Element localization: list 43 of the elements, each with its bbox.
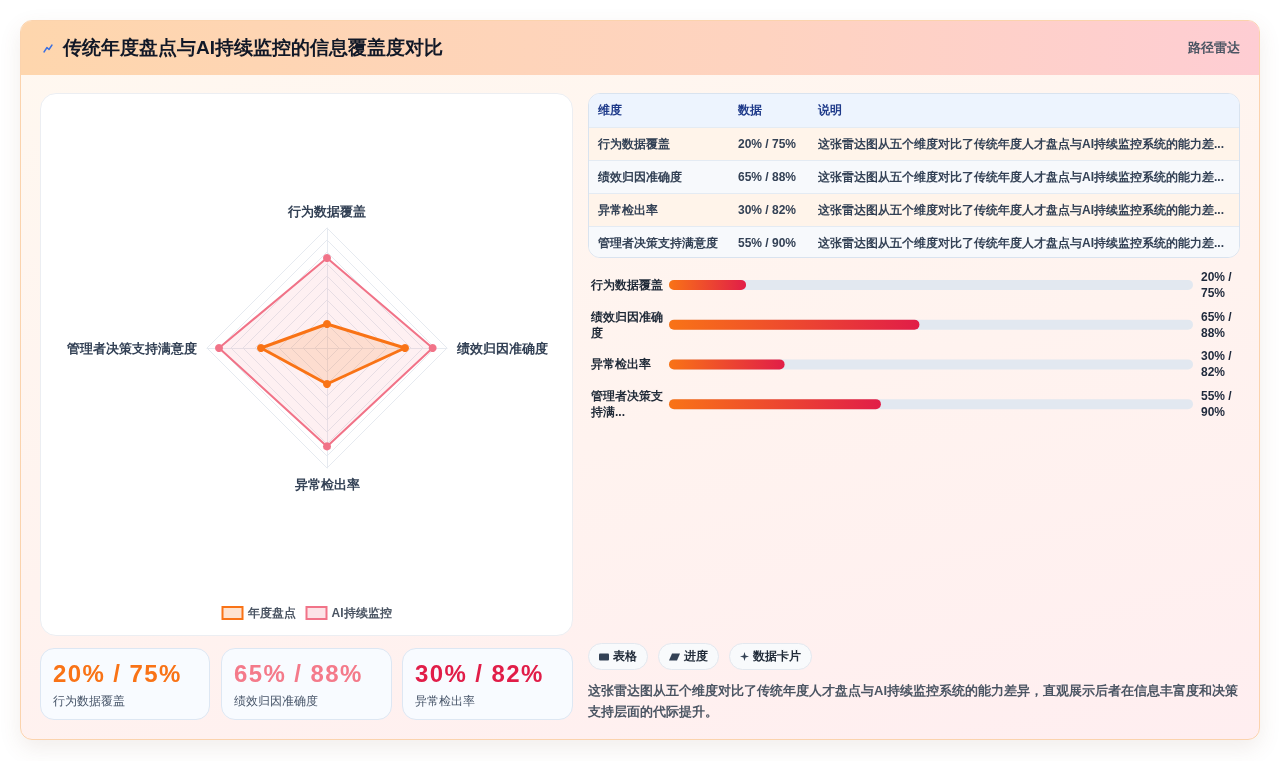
tab-button[interactable]: 表格 [588, 643, 648, 670]
category-label: 数据 [738, 102, 762, 119]
data-label: 55% / 90% [1201, 389, 1236, 420]
text: 65% / 88% [738, 170, 797, 184]
text: 传统年度盘点与AI持续监控的信息覆盖度对比 [63, 36, 443, 60]
category-label: 说明 [818, 102, 842, 119]
data-label: 30% / 82% [1201, 349, 1236, 380]
category-label: 表格 [613, 648, 637, 665]
category-label: 数据卡片 [753, 648, 801, 665]
text: 30% / 82% [738, 203, 797, 217]
text: 这张雷达图从五个维度对比了传统年度人才盘点与AI持续监控系统的能力差... [818, 170, 1225, 184]
text: 这张雷达图从五个维度对比了传统年度人才盘点与AI持续监控系统的能力差异，直观展示后者在信息丰富度和决策支持层面的代际提升。 [588, 682, 1239, 721]
y-tick-label: 管理者决策支持满... [590, 389, 663, 420]
spoke-label: 绩效归因准确度 [456, 340, 548, 356]
text: 路径雷达 [1188, 39, 1240, 57]
text: 30% / 82% [415, 660, 544, 687]
text: 这张雷达图从五个维度对比了传统年度人才盘点与AI持续监控系统的能力差... [818, 236, 1225, 250]
text: 20% / 75% [53, 660, 182, 687]
category-label: 行为数据覆盖 [53, 693, 125, 709]
text: 55% / 90% [738, 236, 797, 250]
data-label: 65% / 88% [1201, 309, 1236, 340]
text: 20% / 75% [738, 137, 797, 151]
bar [669, 359, 785, 370]
y-tick-label: 行为数据覆盖 [590, 277, 663, 292]
text: 这张雷达图从五个维度对比了传统年度人才盘点与AI持续监控系统的能力差... [818, 203, 1225, 217]
legend-label: 年度盘点 [246, 606, 296, 620]
tab-button[interactable]: 数据卡片 [729, 643, 812, 670]
y-tick-label: 绩效归因准确度 [590, 309, 663, 340]
legend-label: AI持续监控 [331, 606, 392, 620]
text: 这张雷达图从五个维度对比了传统年度人才盘点与AI持续监控系统的能力差... [818, 137, 1225, 151]
bar [669, 279, 747, 290]
category-label: 进度 [684, 648, 708, 665]
category-label: 异常检出率 [415, 693, 475, 709]
text: 65% / 88% [234, 660, 363, 687]
y-tick-label: 异常检出率 [590, 357, 651, 372]
spoke-label: 异常检出率 [293, 477, 360, 492]
data-label: 20% / 75% [1201, 269, 1236, 300]
category-label: 绩效归因准确度 [234, 693, 318, 709]
category-label: 管理者决策支持满意度 [598, 236, 718, 250]
spoke-label: 行为数据覆盖 [287, 204, 366, 219]
tab-button[interactable]: 进度 [658, 643, 719, 670]
spoke-label: 管理者决策支持满意度 [66, 340, 197, 356]
category-label: 维度 [598, 102, 622, 119]
